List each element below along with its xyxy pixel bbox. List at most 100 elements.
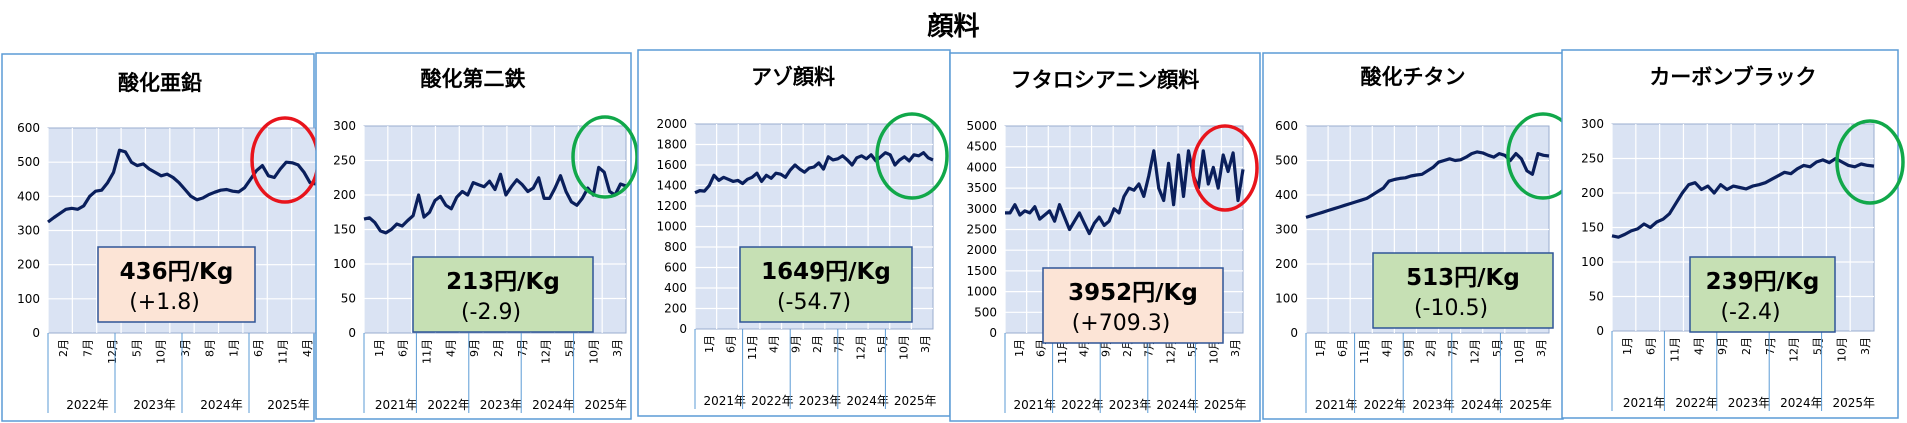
- x-tick-label: 5月: [876, 335, 889, 353]
- year-label: 2023年: [480, 398, 523, 412]
- trend-circle: [571, 115, 639, 199]
- y-tick-label: 600: [664, 261, 687, 275]
- y-tick-label: 250: [333, 154, 356, 168]
- y-tick-label: 400: [17, 189, 40, 203]
- x-tick-label: 2月: [57, 339, 70, 357]
- x-tick-label: 9月: [468, 339, 481, 357]
- y-tick-label: 100: [17, 292, 40, 306]
- chart-title: 酸化第二鉄: [421, 67, 526, 91]
- x-tick-label: 4月: [768, 335, 781, 353]
- page-title: 顔料: [927, 12, 980, 42]
- year-label: 2022年: [751, 394, 794, 408]
- trend-circle: [1835, 119, 1905, 205]
- y-tick-label: 1600: [656, 158, 687, 172]
- x-tick-label: 1月: [703, 335, 716, 353]
- x-tick-label: 4月: [1380, 339, 1393, 357]
- y-tick-label: 100: [1581, 255, 1604, 269]
- change-label: (-10.5): [1414, 296, 1488, 321]
- price-label: 213円/Kg: [446, 269, 560, 295]
- x-tick-label: 8月: [203, 339, 216, 357]
- x-tick-label: 10月: [898, 335, 911, 360]
- y-tick-label: 400: [664, 281, 687, 295]
- year-label: 2022年: [427, 398, 470, 412]
- chart-panel: カーボンブラック 0 50 100 150 200 250 300 1月 6月 11月 4月 9月 2月 7…: [1561, 49, 1905, 419]
- y-tick-label: 50: [1589, 290, 1604, 304]
- y-tick-label: 300: [17, 224, 40, 238]
- x-tick-label: 9月: [789, 335, 802, 353]
- y-tick-label: 500: [17, 155, 40, 169]
- x-tick-label: 4月: [444, 339, 457, 357]
- series-line: [1611, 156, 1875, 239]
- series-line: [47, 148, 317, 224]
- price-box: [1042, 267, 1224, 344]
- year-label: 2022年: [1675, 396, 1718, 410]
- x-tick-label: 6月: [1645, 337, 1658, 355]
- y-tick-label: 100: [333, 257, 356, 271]
- x-tick-label: 12月: [1469, 339, 1482, 364]
- y-tick-label: 2000: [656, 117, 687, 131]
- year-label: 2023年: [133, 398, 176, 412]
- change-label: (-2.4): [1720, 300, 1780, 325]
- x-tick-label: 1月: [228, 339, 241, 357]
- price-box: [739, 246, 913, 323]
- y-tick-label: 2000: [966, 243, 997, 257]
- y-tick-label: 5000: [966, 119, 997, 133]
- y-tick-label: 2500: [966, 223, 997, 237]
- price-label: 436円/Kg: [120, 259, 234, 285]
- year-label: 2025年: [585, 398, 628, 412]
- x-tick-label: 2月: [492, 339, 505, 357]
- year-label: 2023年: [1412, 398, 1455, 412]
- y-tick-label: 1200: [656, 199, 687, 213]
- year-label: 2023年: [1109, 398, 1152, 412]
- year-label: 2024年: [532, 398, 575, 412]
- x-tick-label: 10月: [587, 339, 600, 364]
- year-label: 2024年: [1156, 398, 1199, 412]
- x-tick-label: 3月: [611, 339, 624, 357]
- x-tick-label: 10月: [1513, 339, 1526, 364]
- x-tick-label: 11月: [1358, 339, 1371, 364]
- x-tick-label: 7月: [516, 339, 529, 357]
- change-label: (-54.7): [777, 290, 851, 315]
- y-tick-label: 300: [1275, 223, 1298, 237]
- y-tick-label: 600: [17, 121, 40, 135]
- year-label: 2025年: [1833, 396, 1876, 410]
- x-tick-label: 3月: [1535, 339, 1548, 357]
- x-tick-label: 11月: [746, 335, 759, 360]
- x-tick-label: 12月: [1788, 337, 1801, 362]
- year-label: 2024年: [1780, 396, 1823, 410]
- x-tick-label: 7月: [833, 335, 846, 353]
- y-tick-label: 200: [333, 188, 356, 202]
- y-tick-label: 200: [664, 302, 687, 316]
- chart-title: カーボンブラック: [1649, 65, 1816, 89]
- x-tick-label: 1月: [1621, 337, 1634, 355]
- year-label: 2021年: [1014, 398, 1057, 412]
- chart-title: 酸化亜鉛: [118, 71, 202, 95]
- x-tick-label: 12月: [540, 339, 553, 364]
- year-label: 2021年: [1315, 398, 1358, 412]
- trend-circle: [875, 112, 949, 200]
- y-tick-label: 0: [1596, 324, 1604, 338]
- y-tick-label: 50: [341, 292, 356, 306]
- y-tick-label: 1000: [656, 220, 687, 234]
- year-label: 2024年: [846, 394, 889, 408]
- change-label: (+709.3): [1072, 311, 1171, 336]
- y-tick-label: 1000: [966, 285, 997, 299]
- x-tick-label: 10月: [1835, 337, 1848, 362]
- price-box: [1689, 256, 1836, 333]
- price-label: 513円/Kg: [1406, 265, 1520, 291]
- year-label: 2023年: [1728, 396, 1771, 410]
- x-tick-label: 3月: [179, 339, 192, 357]
- x-tick-label: 12月: [1164, 339, 1177, 364]
- x-tick-label: 1月: [1013, 339, 1026, 357]
- x-tick-label: 3月: [1859, 337, 1872, 355]
- price-box: [97, 246, 256, 323]
- y-tick-label: 500: [1275, 154, 1298, 168]
- y-tick-label: 200: [17, 258, 40, 272]
- x-tick-label: 4月: [301, 339, 314, 357]
- x-tick-label: 11月: [1669, 337, 1682, 362]
- x-tick-label: 9月: [1716, 337, 1729, 355]
- price-label: 1649円/Kg: [761, 259, 891, 285]
- year-label: 2021年: [704, 394, 747, 408]
- x-tick-label: 6月: [252, 339, 265, 357]
